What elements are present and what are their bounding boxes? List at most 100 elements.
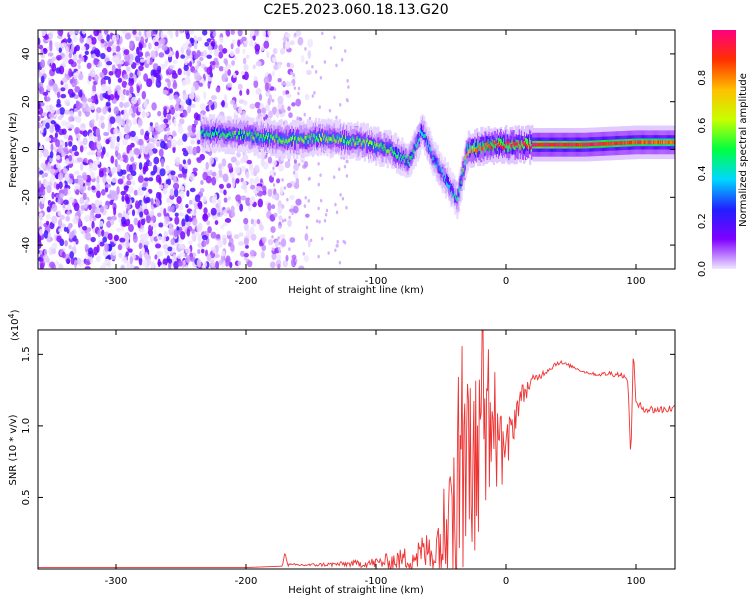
noise-speck bbox=[304, 47, 307, 51]
noise-speck bbox=[272, 159, 277, 167]
noise-speck bbox=[129, 256, 133, 265]
noise-speck bbox=[197, 233, 203, 243]
noise-speck bbox=[138, 242, 143, 250]
noise-speck bbox=[172, 175, 177, 185]
noise-speck bbox=[191, 37, 195, 47]
noise-speck bbox=[278, 215, 283, 221]
noise-speck bbox=[203, 261, 207, 268]
x-tick-label: -300 bbox=[105, 276, 128, 287]
noise-speck bbox=[188, 98, 192, 106]
noise-speck bbox=[208, 49, 213, 55]
noise-speck bbox=[79, 145, 84, 153]
noise-speck bbox=[98, 170, 104, 178]
noise-speck bbox=[116, 135, 120, 143]
colorbar-label: Normalized spectral amplitude bbox=[738, 73, 749, 227]
noise-speck bbox=[146, 78, 153, 88]
noise-speck bbox=[41, 69, 46, 74]
noise-speck bbox=[184, 57, 188, 66]
noise-speck bbox=[243, 223, 249, 232]
noise-speck bbox=[215, 60, 219, 66]
noise-speck bbox=[218, 65, 224, 72]
noise-speck bbox=[40, 75, 45, 84]
noise-speck bbox=[298, 265, 305, 269]
noise-speck bbox=[335, 115, 338, 120]
noise-speck bbox=[307, 38, 314, 48]
noise-speck bbox=[258, 239, 263, 247]
noise-speck bbox=[246, 260, 253, 268]
noise-speck bbox=[221, 250, 226, 257]
noise-speck bbox=[138, 138, 144, 146]
noise-speck bbox=[129, 42, 135, 51]
noise-speck bbox=[173, 228, 178, 238]
noise-speck bbox=[83, 54, 87, 63]
noise-speck bbox=[61, 251, 66, 259]
noise-speck bbox=[51, 137, 58, 143]
noise-speck bbox=[107, 124, 111, 133]
noise-speck bbox=[230, 43, 234, 50]
noise-speck bbox=[273, 64, 279, 71]
noise-speck bbox=[104, 243, 109, 252]
noise-speck bbox=[289, 237, 296, 243]
noise-speck bbox=[171, 139, 177, 148]
noise-speck bbox=[284, 161, 291, 169]
noise-speck bbox=[206, 54, 213, 59]
noise-speck bbox=[116, 142, 121, 147]
noise-speck bbox=[143, 208, 149, 215]
noise-speck bbox=[92, 53, 96, 59]
noise-speck bbox=[49, 168, 56, 174]
colorbar-ticks: 0.00.20.40.60.8 bbox=[697, 70, 708, 277]
noise-speck bbox=[222, 47, 228, 54]
noise-speck bbox=[80, 204, 85, 211]
noise-speck bbox=[124, 193, 129, 203]
noise-speck bbox=[307, 199, 310, 203]
noise-speck bbox=[114, 150, 119, 157]
noise-speck bbox=[305, 225, 309, 230]
noise-speck bbox=[137, 221, 141, 228]
noise-speck bbox=[176, 196, 182, 204]
noise-speck bbox=[205, 175, 212, 184]
noise-speck bbox=[96, 190, 101, 199]
noise-speck bbox=[48, 79, 54, 87]
noise-speck bbox=[158, 148, 164, 157]
noise-speck bbox=[119, 101, 124, 108]
noise-speck bbox=[57, 218, 63, 228]
noise-speck bbox=[267, 238, 274, 246]
noise-speck bbox=[133, 265, 140, 269]
noise-speck bbox=[249, 177, 254, 186]
noise-speck bbox=[157, 212, 162, 218]
noise-speck bbox=[223, 197, 228, 203]
noise-speck bbox=[179, 118, 185, 125]
noise-speck bbox=[221, 158, 227, 167]
noise-speck bbox=[205, 161, 209, 170]
noise-speck bbox=[305, 60, 308, 65]
noise-speck bbox=[182, 173, 187, 178]
noise-speck bbox=[82, 137, 88, 146]
noise-speck bbox=[128, 149, 135, 158]
noise-speck bbox=[91, 150, 96, 156]
noise-speck bbox=[211, 196, 217, 205]
noise-speck bbox=[230, 205, 235, 213]
noise-speck bbox=[169, 188, 175, 197]
noise-speck bbox=[282, 40, 286, 50]
noise-speck bbox=[321, 31, 324, 36]
noise-speck bbox=[292, 205, 299, 214]
noise-speck bbox=[207, 226, 212, 234]
noise-speck bbox=[68, 116, 74, 122]
noise-speck bbox=[273, 172, 276, 176]
noise-speck bbox=[127, 210, 132, 215]
noise-speck bbox=[311, 64, 314, 69]
noise-speck bbox=[190, 210, 195, 215]
noise-speck bbox=[284, 41, 291, 50]
noise-speck bbox=[111, 44, 117, 53]
noise-speck bbox=[66, 258, 71, 265]
noise-speck bbox=[55, 54, 62, 61]
noise-speck bbox=[226, 230, 232, 236]
noise-speck bbox=[42, 91, 49, 96]
noise-speck bbox=[72, 33, 78, 43]
noise-speck bbox=[155, 243, 162, 249]
noise-speck bbox=[187, 158, 192, 165]
noise-speck bbox=[162, 187, 168, 195]
noise-speck bbox=[132, 234, 138, 243]
noise-speck bbox=[51, 215, 58, 224]
x-tick-label: -100 bbox=[365, 576, 388, 587]
